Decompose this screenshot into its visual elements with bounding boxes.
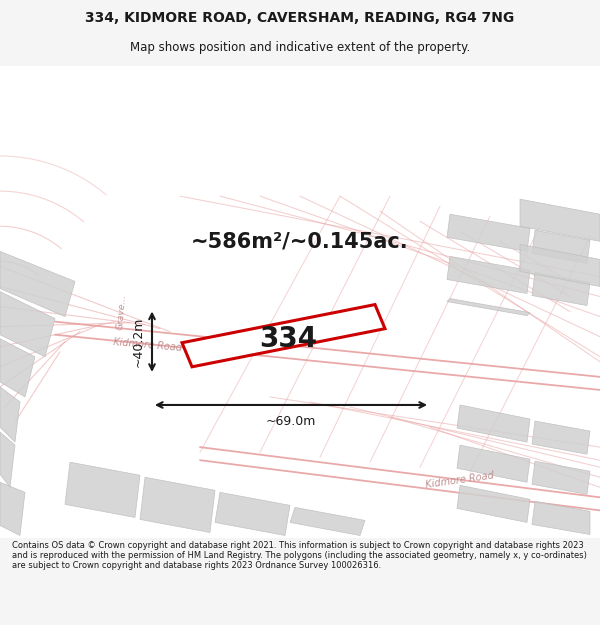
Polygon shape: [457, 445, 530, 483]
Polygon shape: [140, 478, 215, 532]
Polygon shape: [0, 387, 20, 442]
Polygon shape: [532, 272, 590, 306]
Polygon shape: [532, 230, 590, 263]
Text: Grave...: Grave...: [116, 293, 128, 330]
Polygon shape: [182, 304, 385, 367]
Text: ~586m²/~0.145ac.: ~586m²/~0.145ac.: [191, 231, 409, 251]
Polygon shape: [447, 214, 530, 251]
Polygon shape: [0, 339, 35, 397]
Polygon shape: [0, 66, 600, 538]
Polygon shape: [532, 501, 590, 534]
Text: Kidmore Road: Kidmore Road: [113, 337, 183, 352]
Polygon shape: [457, 485, 530, 522]
Polygon shape: [0, 251, 75, 317]
Polygon shape: [0, 291, 55, 357]
Text: Map shows position and indicative extent of the property.: Map shows position and indicative extent…: [130, 41, 470, 54]
Text: Kidmore Road: Kidmore Road: [425, 471, 495, 490]
Polygon shape: [520, 244, 600, 286]
Text: ~69.0m: ~69.0m: [266, 414, 316, 428]
Polygon shape: [447, 299, 530, 316]
Polygon shape: [215, 492, 290, 536]
Text: ~40.2m: ~40.2m: [131, 316, 145, 367]
Polygon shape: [532, 461, 590, 494]
Polygon shape: [65, 462, 140, 518]
Text: Contains OS data © Crown copyright and database right 2021. This information is : Contains OS data © Crown copyright and d…: [12, 541, 587, 571]
Polygon shape: [290, 508, 365, 536]
Polygon shape: [532, 421, 590, 454]
Polygon shape: [457, 405, 530, 442]
Polygon shape: [447, 256, 530, 294]
Polygon shape: [520, 199, 600, 241]
Text: 334, KIDMORE ROAD, CAVERSHAM, READING, RG4 7NG: 334, KIDMORE ROAD, CAVERSHAM, READING, R…: [85, 11, 515, 26]
Polygon shape: [0, 482, 25, 536]
Text: 334: 334: [259, 325, 317, 352]
Polygon shape: [0, 432, 15, 488]
